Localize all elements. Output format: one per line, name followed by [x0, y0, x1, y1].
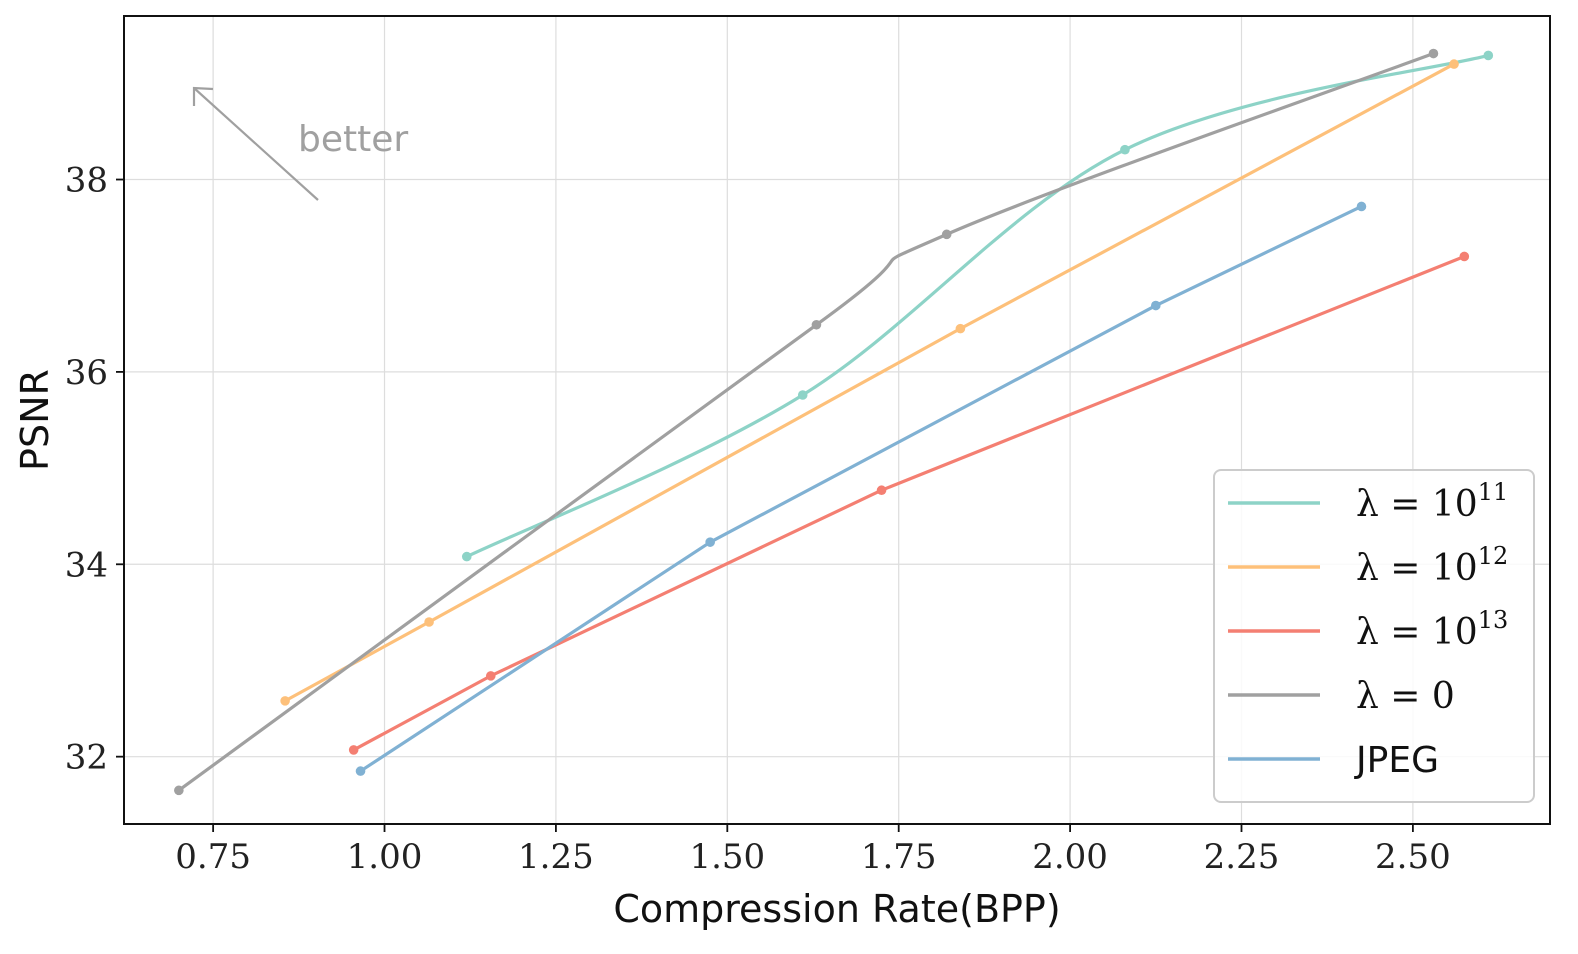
legend-label: λ = 1012: [1356, 542, 1508, 589]
x-tick-label: 2.25: [1204, 837, 1280, 877]
series-4: [355, 201, 1367, 776]
legend-label-exponent: 13: [1478, 606, 1509, 634]
legend-entry: λ = 1012: [1228, 542, 1508, 589]
x-tick-label: 1.25: [518, 837, 594, 877]
data-point: [461, 551, 472, 562]
better-arrow-icon: [193, 87, 319, 201]
x-tick-label: 2.00: [1032, 837, 1108, 877]
data-point: [876, 485, 887, 496]
x-tick-label: 1.00: [347, 837, 423, 877]
data-point: [348, 745, 359, 755]
legend-label-base: JPEG: [1354, 740, 1439, 781]
y-tick-label: 38: [65, 161, 108, 201]
legend-label-exponent: 12: [1478, 542, 1509, 570]
data-point: [1150, 300, 1161, 311]
y-axis-label: PSNR: [13, 369, 57, 471]
legend-label-base: λ = 10: [1356, 612, 1478, 653]
series-line: [177, 51, 1436, 792]
data-point: [485, 671, 496, 681]
x-tick-label: 0.75: [175, 837, 251, 877]
x-tick-label: 1.50: [689, 837, 765, 877]
legend-label: λ = 1011: [1356, 478, 1508, 525]
data-point: [424, 617, 434, 627]
legend-label-exponent: 11: [1478, 478, 1509, 506]
legend-label: λ = 0: [1356, 676, 1455, 717]
data-point: [1356, 201, 1367, 212]
y-tick-label: 32: [65, 738, 108, 778]
data-point: [705, 537, 715, 547]
data-point: [811, 319, 822, 330]
x-tick-label: 2.50: [1375, 837, 1451, 877]
data-point: [1483, 50, 1494, 61]
legend-entry: λ = 1013: [1228, 606, 1508, 653]
data-point: [797, 390, 808, 400]
x-tick-label: 1.75: [861, 837, 937, 877]
x-axis-label: Compression Rate(BPP): [613, 887, 1060, 931]
series-line: [352, 254, 1466, 752]
data-point: [1449, 59, 1459, 69]
data-point: [1428, 48, 1439, 59]
series-2: [348, 251, 1470, 755]
legend-entry: λ = 1011: [1228, 478, 1508, 525]
series-line: [465, 53, 1490, 559]
plot-frame: [123, 15, 1551, 825]
series-0: [461, 50, 1494, 562]
better-label: better: [298, 119, 408, 160]
legend-entry: λ = 0: [1228, 676, 1455, 717]
data-point: [355, 766, 366, 776]
series-line: [358, 204, 1364, 773]
series-layer: [174, 48, 1494, 796]
legend-box: [1213, 469, 1535, 803]
data-point: [955, 323, 966, 334]
data-point: [174, 785, 184, 796]
y-tick-label: 36: [65, 353, 108, 393]
legend-label-base: λ = 0: [1356, 676, 1455, 717]
legend-label-base: λ = 10: [1356, 548, 1478, 589]
better-arrowhead-icon: [192, 86, 214, 106]
legend-label-base: λ = 10: [1356, 484, 1478, 525]
legend-label: λ = 1013: [1356, 606, 1508, 653]
data-point: [280, 696, 290, 706]
data-point: [1459, 251, 1470, 262]
y-tick-label: 34: [65, 545, 108, 585]
legend-label: JPEG: [1354, 740, 1439, 781]
data-point: [1120, 144, 1130, 155]
tick-layer: 0.75 1.00 1.25 1.50 1.75 2.00 2.25 2.50 32 34 36 38: [65, 161, 1451, 877]
better-annotation: better: [192, 86, 408, 201]
legend-entry: JPEG: [1228, 740, 1439, 781]
data-point: [941, 229, 952, 240]
series-3: [174, 48, 1439, 796]
